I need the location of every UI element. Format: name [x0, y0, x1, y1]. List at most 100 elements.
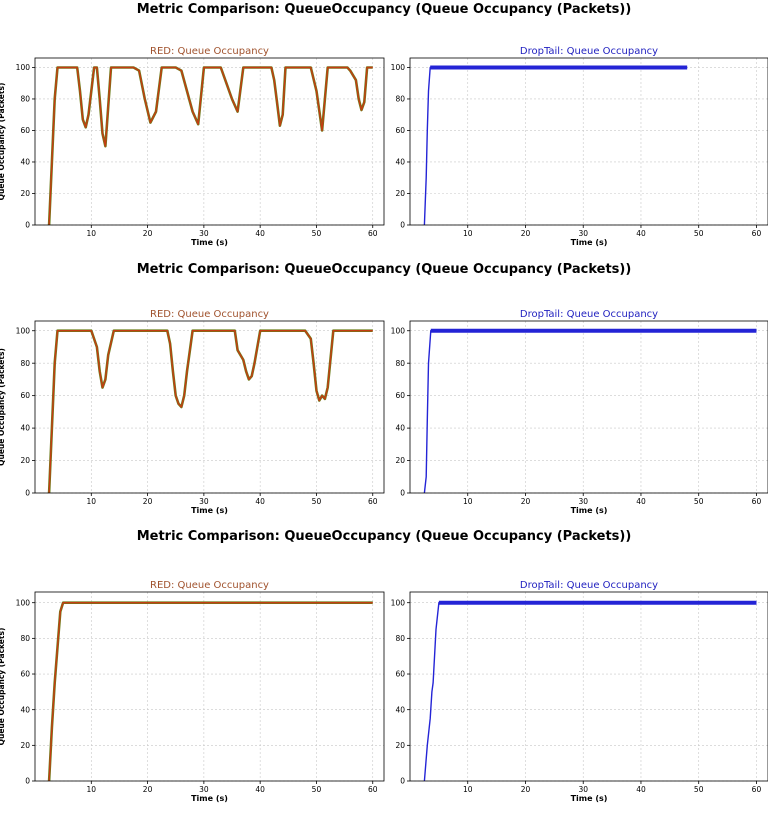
- x-tick-label: 30: [578, 785, 588, 794]
- y-tick-label: 40: [395, 705, 405, 714]
- axes-frame: [409, 320, 768, 494]
- series-line: [48, 330, 373, 494]
- x-tick-label: 50: [694, 785, 704, 794]
- series-line: [47, 66, 373, 226]
- x-axis-label: Time (s): [571, 506, 608, 515]
- y-tick-label: 40: [20, 705, 30, 714]
- series-line: [423, 66, 688, 226]
- figure-title: Metric Comparison: QueueOccupancy (Queue…: [137, 2, 632, 17]
- y-axis-label: Queue Occupancy (Packets): [0, 83, 6, 201]
- y-tick-label: 40: [20, 158, 30, 167]
- x-tick-label: 40: [636, 229, 646, 238]
- x-tick-label: 20: [521, 497, 531, 506]
- axes-title: DropTail: Queue Occupancy: [520, 309, 658, 320]
- x-axis-label: Time (s): [191, 506, 228, 515]
- y-tick-label: 20: [20, 189, 30, 198]
- y-tick-label: 60: [395, 126, 405, 135]
- x-axis-label: Time (s): [571, 238, 608, 247]
- figure-title: Metric Comparison: QueueOccupancy (Queue…: [137, 262, 632, 277]
- series-line: [48, 66, 373, 226]
- x-tick-label: 50: [694, 229, 704, 238]
- x-tick-label: 30: [199, 785, 209, 794]
- axes-title: DropTail: Queue Occupancy: [520, 46, 658, 57]
- y-tick-label: 60: [20, 670, 30, 679]
- y-tick-label: 80: [395, 95, 405, 104]
- x-tick-label: 60: [368, 497, 378, 506]
- axes-frame: [34, 591, 385, 782]
- x-tick-label: 10: [463, 497, 473, 506]
- y-tick-label: 60: [20, 126, 30, 135]
- figure-title: Metric Comparison: QueueOccupancy (Queue…: [137, 529, 632, 544]
- x-tick-label: 20: [521, 785, 531, 794]
- series-line: [423, 602, 757, 782]
- x-tick-label: 40: [636, 785, 646, 794]
- x-axis-label: Time (s): [191, 238, 228, 247]
- y-axis-label: Queue Occupancy (Packets): [0, 348, 6, 466]
- axes-title: RED: Queue Occupancy: [150, 46, 269, 57]
- x-tick-label: 60: [752, 785, 762, 794]
- y-tick-label: 0: [25, 489, 30, 498]
- x-tick-label: 60: [368, 785, 378, 794]
- axes-title: DropTail: Queue Occupancy: [520, 580, 658, 591]
- y-tick-label: 20: [395, 456, 405, 465]
- x-tick-label: 20: [143, 785, 153, 794]
- x-tick-label: 10: [463, 229, 473, 238]
- y-tick-label: 0: [400, 777, 405, 786]
- x-tick-label: 10: [87, 785, 97, 794]
- x-tick-label: 50: [312, 229, 322, 238]
- y-tick-label: 40: [395, 424, 405, 433]
- axes-title: RED: Queue Occupancy: [150, 580, 269, 591]
- y-tick-label: 80: [20, 634, 30, 643]
- x-tick-label: 60: [368, 229, 378, 238]
- y-tick-label: 100: [16, 598, 31, 607]
- x-tick-label: 50: [694, 497, 704, 506]
- y-tick-label: 100: [16, 63, 31, 72]
- series-line: [423, 330, 757, 494]
- x-tick-label: 50: [312, 497, 322, 506]
- y-tick-label: 100: [391, 598, 406, 607]
- x-tick-label: 30: [199, 497, 209, 506]
- y-tick-label: 0: [400, 489, 405, 498]
- axes-frame: [34, 57, 385, 226]
- y-tick-label: 0: [25, 777, 30, 786]
- x-tick-label: 40: [255, 785, 265, 794]
- y-tick-label: 60: [20, 391, 30, 400]
- x-tick-label: 30: [199, 229, 209, 238]
- x-tick-label: 30: [578, 229, 588, 238]
- y-tick-label: 80: [395, 634, 405, 643]
- y-tick-label: 40: [20, 424, 30, 433]
- axes-frame: [409, 591, 768, 782]
- y-tick-label: 100: [391, 326, 406, 335]
- axes-frame: [34, 320, 385, 494]
- x-tick-label: 20: [143, 229, 153, 238]
- series-line: [48, 602, 373, 782]
- x-tick-label: 10: [87, 497, 97, 506]
- x-tick-label: 20: [143, 497, 153, 506]
- y-tick-label: 80: [395, 359, 405, 368]
- x-tick-label: 40: [255, 497, 265, 506]
- x-tick-label: 40: [636, 497, 646, 506]
- y-tick-label: 0: [25, 221, 30, 230]
- y-tick-label: 20: [395, 741, 405, 750]
- y-tick-label: 0: [400, 221, 405, 230]
- x-tick-label: 30: [578, 497, 588, 506]
- y-tick-label: 100: [16, 326, 31, 335]
- y-axis-label: Queue Occupancy (Packets): [0, 628, 6, 746]
- y-tick-label: 20: [395, 189, 405, 198]
- y-tick-label: 40: [395, 158, 405, 167]
- x-tick-label: 50: [312, 785, 322, 794]
- axes-title: RED: Queue Occupancy: [150, 309, 269, 320]
- x-axis-label: Time (s): [571, 794, 608, 803]
- axes-frame: [409, 57, 768, 226]
- x-tick-label: 10: [87, 229, 97, 238]
- y-tick-label: 80: [20, 359, 30, 368]
- x-axis-label: Time (s): [191, 794, 228, 803]
- series-line: [47, 601, 373, 782]
- y-tick-label: 60: [395, 391, 405, 400]
- x-tick-label: 20: [521, 229, 531, 238]
- x-tick-label: 60: [752, 229, 762, 238]
- y-tick-label: 20: [20, 456, 30, 465]
- y-tick-label: 100: [391, 63, 406, 72]
- x-tick-label: 40: [255, 229, 265, 238]
